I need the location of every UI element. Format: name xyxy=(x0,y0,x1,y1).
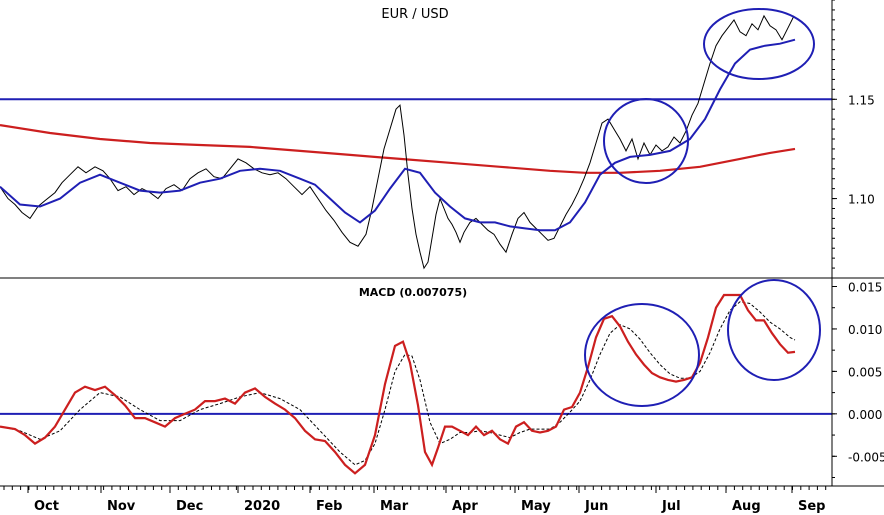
macd-highlight-circle xyxy=(727,279,821,381)
x-tick-label: Jun xyxy=(584,499,608,514)
x-tick-label: Aug xyxy=(732,499,761,514)
long-moving-average-line xyxy=(0,124,796,174)
macd-panel: MACD (0.007075) -0.005 0.000 0.005 0.010 0.0… xyxy=(0,279,884,479)
short-moving-average-line xyxy=(0,38,796,232)
macd-y-axis: -0.005 0.000 0.005 0.010 0.015 xyxy=(832,280,884,479)
price-highlight-circle xyxy=(703,8,815,80)
price-line xyxy=(0,14,795,270)
x-tick-label: Dec xyxy=(176,499,203,514)
macd-highlight-circles xyxy=(584,279,821,407)
macd-title: MACD (0.007075) xyxy=(359,286,467,299)
macd-y-tick-label: 0.010 xyxy=(848,323,882,337)
x-tick-label: Jul xyxy=(661,499,681,514)
x-tick-label: Oct xyxy=(34,499,59,514)
x-tick-label: Nov xyxy=(107,499,136,514)
x-tick-label: 2020 xyxy=(244,499,280,514)
price-y-tick-label: 1.15 xyxy=(848,93,875,107)
price-chart-title: EUR / USD xyxy=(381,7,448,22)
macd-y-tick-label: 0.015 xyxy=(848,280,882,294)
macd-y-tick-label: -0.005 xyxy=(848,450,884,464)
x-tick-label: Apr xyxy=(452,499,478,514)
x-axis: Oct Nov Dec 2020 Feb Mar Apr May Jun Jul Aug Sep xyxy=(3,486,827,514)
macd-line xyxy=(0,293,796,475)
macd-y-tick-label: 0.000 xyxy=(848,408,882,422)
macd-y-tick-label: 0.005 xyxy=(848,365,882,379)
x-tick-label: Sep xyxy=(798,499,826,514)
price-highlight-circles xyxy=(603,8,815,184)
price-panel: EUR / USD 1.10 1.15 xyxy=(0,0,875,270)
macd-highlight-circle xyxy=(584,303,700,407)
x-tick-label: Feb xyxy=(316,499,342,514)
x-tick-label: May xyxy=(521,499,551,514)
price-y-tick-label: 1.10 xyxy=(848,193,875,207)
x-tick-label: Mar xyxy=(380,499,409,514)
price-highlight-circle xyxy=(603,98,689,184)
